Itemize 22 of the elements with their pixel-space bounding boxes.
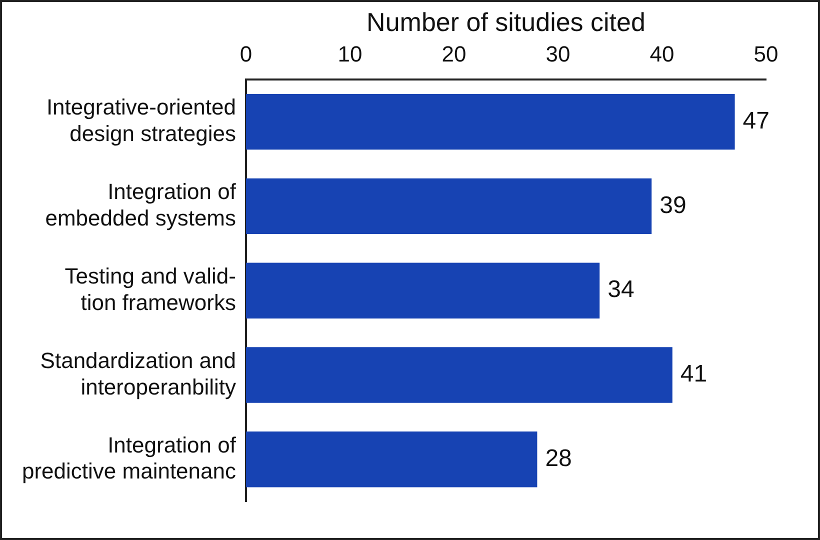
bar [246,94,735,150]
y-tick-label: Integration of embedded systems [45,179,237,230]
x-tick-label: 50 [754,41,778,66]
data-label: 34 [608,276,634,304]
x-axis-title: Number of situdies cited [366,6,646,37]
x-tick-label: 40 [650,41,674,66]
bar [246,347,672,403]
data-label: 39 [660,192,686,219]
bar [246,262,600,318]
x-tick-label: 20 [442,41,466,66]
x-tick-label: 0 [240,41,252,66]
y-tick-label: Integration of predictive maintenanc [22,432,237,484]
bar [246,432,538,488]
x-tick-label: 30 [546,41,570,66]
data-label: 28 [545,445,572,472]
y-tick-label: Integrative-oriented design strategies [46,94,236,146]
x-tick-label: 10 [338,41,362,66]
bar [246,178,652,234]
data-label: 47 [742,107,770,134]
y-tick-label: Standardization and interoperanbility [40,348,236,400]
y-tick-label: Testing and valid- tion frameworks [64,263,236,315]
data-label: 41 [680,360,708,388]
